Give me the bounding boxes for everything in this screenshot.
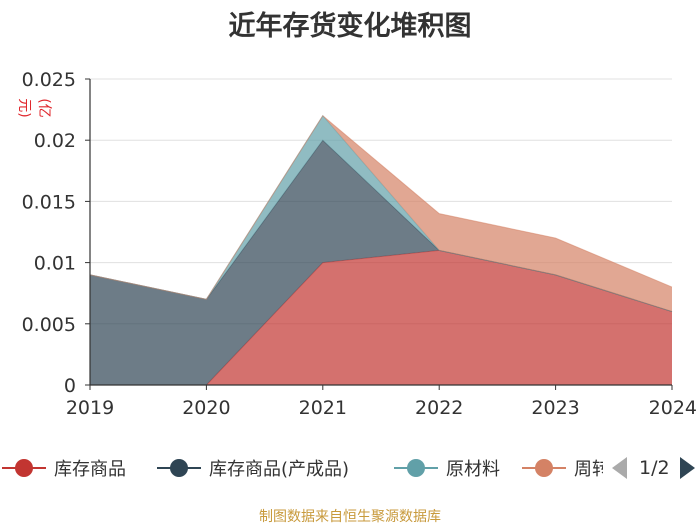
area-1 — [90, 250, 672, 385]
legend-pager: 1/2 — [612, 452, 695, 484]
y-axis-unit: (亿元) — [16, 98, 52, 118]
legend-marker-icon — [394, 459, 438, 477]
area-2 — [90, 140, 672, 385]
legend-item[interactable]: 库存商品(产成品) — [157, 450, 349, 486]
area-4 — [90, 115, 672, 312]
x-tick-label: 2024 — [649, 397, 697, 419]
x-tick-label: 2019 — [66, 397, 114, 419]
axes — [85, 78, 673, 390]
x-tick-label: 2021 — [299, 397, 347, 419]
y-tick-label: 0.015 — [22, 191, 76, 213]
legend-next-arrow-icon[interactable] — [679, 457, 695, 479]
legend-label: 库存商品 — [54, 459, 126, 480]
area-series — [89, 114, 673, 386]
legend-label: 原材料 — [446, 459, 500, 480]
legend-marker-icon — [157, 459, 201, 477]
legend-item[interactable]: 原材料 — [394, 450, 500, 486]
y-tick-label: 0.005 — [22, 314, 76, 336]
legend-label: 库存商品(产成品) — [209, 459, 350, 480]
y-tick-label: 0.02 — [34, 130, 76, 152]
y-tick-label: 0.025 — [22, 69, 76, 91]
chart-title: 近年存货变化堆积图 — [228, 11, 472, 42]
x-tick-label: 2022 — [415, 397, 463, 419]
legend: 库存商品 库存商品(产成品) 原材料 周转材料 — [0, 450, 700, 486]
legend-prev-arrow-icon[interactable] — [612, 457, 627, 479]
legend-label: 周转材料 — [574, 459, 603, 480]
legend-page-number: 1/2 — [639, 457, 670, 479]
legend-marker-icon — [2, 459, 46, 477]
x-tick-label: 2020 — [182, 397, 230, 419]
legend-items: 库存商品 库存商品(产成品) 原材料 周转材料 — [0, 450, 603, 486]
legend-item[interactable]: 库存商品 — [2, 450, 126, 486]
x-tick-label: 2023 — [531, 397, 579, 419]
area-line-4 — [89, 114, 673, 300]
legend-item[interactable]: 周转材料 — [522, 450, 603, 486]
y-tick-label: 0.01 — [34, 253, 76, 275]
tick-labels: 0 0.005 0.01 0.015 0.02 0.025 2019 2020 2021 2022… — [22, 69, 697, 419]
stacked-area-chart: 0 0.005 0.01 0.015 0.02 0.025 2019 2020 2021 2022… — [22, 69, 697, 419]
y-tick-label: 0 — [64, 375, 76, 397]
data-source-footer: 制图数据来自恒生聚源数据库 — [259, 509, 441, 525]
legend-marker-icon — [522, 459, 566, 477]
